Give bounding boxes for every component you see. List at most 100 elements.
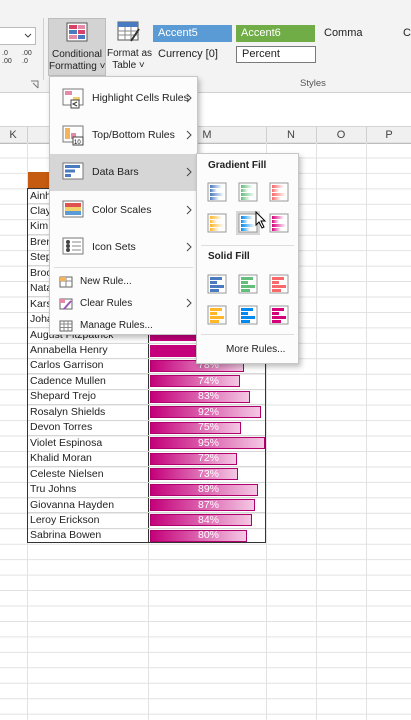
name-cell: Kars	[30, 297, 52, 310]
column-divider	[266, 127, 267, 143]
data-bar-style[interactable]	[236, 272, 260, 296]
submenu-arrow	[186, 298, 192, 308]
data-bar	[150, 375, 240, 388]
increase-decimal[interactable]: .0 .00	[2, 50, 20, 66]
cf-menu: Highlight Cells Rules 10 Top/Bottom Rules D…	[49, 76, 198, 335]
style-cell[interactable]: Currency [0]	[158, 48, 218, 60]
cf-icon	[66, 22, 88, 42]
menu-item[interactable]: Color Scales	[50, 192, 197, 229]
swatch-bar	[241, 308, 253, 311]
swatch-bar	[272, 185, 284, 188]
arrow	[186, 298, 192, 308]
data-bar	[150, 390, 251, 403]
menu-icon	[62, 200, 84, 218]
group-label: Styles	[300, 78, 326, 89]
swatch-bar	[241, 312, 248, 315]
menu-item[interactable]: Highlight Cells Rules	[50, 80, 197, 117]
style-cell[interactable]: Accent6	[236, 25, 315, 42]
data-bar	[150, 499, 256, 511]
data-bar-style[interactable]	[205, 180, 229, 204]
menu-item[interactable]: Icon Sets	[50, 229, 197, 266]
dialog-launcher[interactable]	[30, 80, 40, 90]
separator	[201, 245, 294, 246]
data-bar-style[interactable]	[267, 180, 291, 204]
data-bar	[150, 452, 238, 465]
format-as-table-button[interactable]: Format as Table ˅	[107, 18, 152, 76]
number-format-dropdown[interactable]	[0, 27, 36, 45]
row-line	[28, 419, 265, 421]
table-icon	[117, 21, 140, 42]
data-bar	[150, 468, 239, 481]
arrow	[186, 167, 192, 177]
swatch-bar	[241, 193, 255, 196]
row-line	[28, 527, 265, 529]
style-cell[interactable]: Percent	[236, 46, 316, 63]
swatch-bar	[210, 277, 222, 280]
data-bar	[150, 514, 252, 527]
row-line	[28, 342, 265, 344]
menu-action[interactable]: New Rule...	[50, 271, 197, 293]
row-line	[28, 481, 265, 483]
data-bars-submenu: Gradient Fill Solid Fill More Rules...	[196, 153, 299, 364]
column-header: P	[385, 129, 393, 141]
percent-label: 83%	[198, 390, 220, 403]
more-rules[interactable]: More Rules...	[226, 344, 286, 355]
menu-item[interactable]: Data Bars	[50, 154, 197, 191]
arrow	[186, 93, 192, 103]
swatch-bar	[210, 320, 219, 323]
column-divider	[27, 127, 28, 143]
swatch-bar	[210, 185, 222, 188]
conditional-formatting-button[interactable]: Conditional Formatting ˅	[48, 18, 106, 76]
row-line	[28, 404, 265, 406]
style-cell[interactable]: C	[403, 27, 411, 39]
data-bar-style[interactable]	[205, 211, 229, 235]
action-icon	[59, 298, 73, 310]
menu-item[interactable]: 10 Top/Bottom Rules	[50, 117, 197, 154]
data-bar-style[interactable]	[205, 272, 229, 296]
percent-label: 84%	[198, 513, 220, 526]
swatch-bar	[210, 216, 222, 219]
row-line	[28, 388, 265, 390]
data-bar-style[interactable]	[236, 180, 260, 204]
swatch-bar	[272, 308, 284, 311]
name-cell: Nata	[30, 282, 53, 295]
row-line	[28, 512, 265, 514]
decrease-decimal[interactable]: .00 .0	[22, 50, 40, 66]
menu-action[interactable]: Manage Rules...	[50, 315, 197, 337]
dropdown-arrow	[24, 33, 32, 38]
menu-action[interactable]: Clear Rules	[50, 293, 197, 315]
column-header: O	[336, 129, 346, 141]
percent-label: 73%	[198, 467, 220, 480]
name-cell: Devon Torres	[30, 421, 93, 434]
swatch-bar	[272, 277, 284, 280]
section-heading: Gradient Fill	[208, 160, 267, 171]
section-heading: Solid Fill	[208, 251, 250, 262]
swatch-bar	[210, 228, 219, 231]
action-icon	[59, 320, 73, 332]
style-cell[interactable]: Comma	[324, 27, 363, 39]
svg-text:10: 10	[74, 140, 81, 146]
icon-text: .0	[2, 50, 8, 57]
swatch-bar	[272, 228, 281, 231]
swatch-bar	[210, 316, 224, 319]
name-cell: Cadence Mullen	[30, 374, 106, 387]
swatch-bar	[272, 320, 281, 323]
menu-label: Data Bars	[92, 166, 139, 178]
swatch-bar	[272, 316, 286, 319]
separator	[54, 267, 193, 268]
menu-label: Color Scales	[92, 204, 152, 216]
data-bar-style[interactable]	[267, 272, 291, 296]
swatch-bar	[272, 224, 286, 227]
data-bar-style[interactable]	[267, 303, 291, 327]
data-bar-style[interactable]	[267, 211, 291, 235]
percent-label: 74%	[198, 374, 220, 387]
data-bar-style[interactable]	[236, 303, 260, 327]
arrow	[186, 130, 192, 140]
style-cell[interactable]: Accent5	[153, 25, 232, 42]
data-bar-style[interactable]	[205, 303, 229, 327]
name-cell: Rosalyn Shields	[30, 405, 106, 418]
swatch-bar	[210, 285, 224, 288]
swatch-bar	[241, 320, 250, 323]
arrow	[186, 205, 192, 215]
